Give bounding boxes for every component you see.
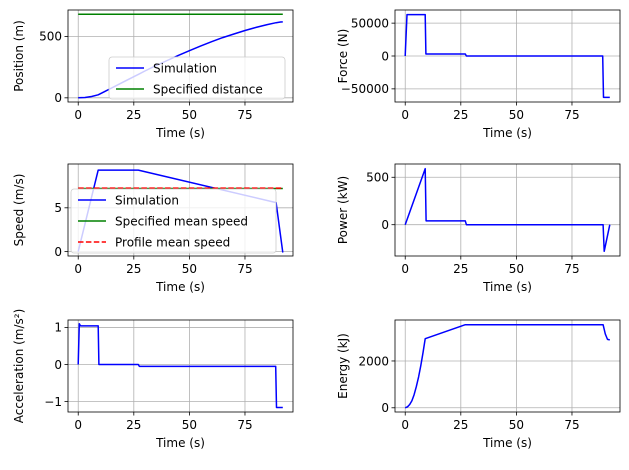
force-y-axis-label: Force (N) — [336, 29, 350, 84]
legend-label: Simulation — [153, 61, 217, 75]
position-legend: Simulation Specified distance — [108, 56, 286, 100]
acceleration-subplot: 0 25 50 75 −1 0 1 Time (s) Acceleration (m/s²) — [12, 309, 294, 450]
acceleration-series-0-line — [77, 322, 283, 409]
speed-x-axis-label: Time (s) — [155, 280, 205, 294]
energy-subplot: 0 25 50 75 0 2000 Time (s) Energy (kJ) — [336, 319, 621, 450]
y-tick-label: 5 — [54, 201, 62, 215]
x-tick-label: 75 — [564, 262, 579, 276]
x-tick-label: 50 — [509, 262, 524, 276]
power-axes-frame — [394, 163, 621, 257]
force-subplot: 0 25 50 75 −50000 0 50000 Time (s) Force (N) — [336, 9, 621, 140]
y-tick-label: −1 — [44, 395, 62, 409]
speed-axes-frame — [67, 163, 294, 257]
acceleration-axes-frame — [67, 319, 294, 413]
acceleration-y-axis-label: Acceleration (m/s²) — [12, 309, 26, 424]
x-tick-label: 50 — [182, 108, 197, 122]
energy-axes-frame — [394, 319, 621, 413]
y-tick-label: 1 — [54, 321, 62, 335]
y-tick-label: 0 — [381, 401, 389, 415]
position-axes-frame — [67, 9, 294, 103]
legend-label: Simulation — [115, 193, 179, 207]
y-tick-label: 500 — [39, 30, 62, 44]
position-y-axis-label: Position (m) — [12, 20, 26, 92]
position-x-axis-label: Time (s) — [155, 126, 205, 140]
speed-y-axis-label: Speed (m/s) — [12, 174, 26, 247]
power-series-0-line — [404, 167, 611, 253]
y-tick-label: 0 — [54, 91, 62, 105]
x-tick-label: 50 — [182, 262, 197, 276]
force-series-0-line — [404, 13, 610, 99]
speed-subplot: 0 25 50 75 0 5 Time (s) Speed (m/s) Simulation Sp… — [12, 163, 294, 294]
y-tick-label: 0 — [54, 245, 62, 259]
x-tick-label: 75 — [237, 262, 252, 276]
legend-label: Specified mean speed — [115, 214, 248, 228]
force-x-axis-label: Time (s) — [482, 126, 532, 140]
legend-box — [70, 188, 277, 254]
power-y-axis-label: Power (kW) — [336, 176, 350, 244]
y-tick-label: 500 — [366, 171, 389, 185]
speed-legend: Simulation Specified mean speed Profile me… — [70, 188, 277, 254]
x-tick-label: 25 — [126, 418, 141, 432]
x-tick-label: 25 — [126, 108, 141, 122]
x-tick-label: 0 — [401, 262, 409, 276]
x-tick-label: 50 — [509, 108, 524, 122]
x-tick-label: 0 — [74, 418, 82, 432]
energy-y-axis-label: Energy (kJ) — [336, 333, 350, 399]
acceleration-x-axis-label: Time (s) — [155, 436, 205, 450]
y-tick-label: −50000 — [341, 82, 389, 96]
x-tick-label: 25 — [126, 262, 141, 276]
y-tick-label: 50000 — [351, 16, 389, 30]
legend-label: Specified distance — [153, 82, 263, 96]
x-tick-label: 25 — [453, 108, 468, 122]
energy-x-axis-label: Time (s) — [482, 436, 532, 450]
x-tick-label: 0 — [401, 418, 409, 432]
x-tick-label: 75 — [564, 108, 579, 122]
y-tick-label: 0 — [381, 49, 389, 63]
x-tick-label: 50 — [182, 418, 197, 432]
x-tick-label: 25 — [453, 262, 468, 276]
legend-label: Profile mean speed — [115, 235, 230, 249]
x-tick-label: 0 — [74, 262, 82, 276]
x-tick-label: 0 — [401, 108, 409, 122]
legend-box — [108, 56, 286, 100]
x-tick-label: 0 — [74, 108, 82, 122]
y-tick-label: 0 — [381, 218, 389, 232]
x-tick-label: 75 — [564, 418, 579, 432]
y-tick-label: 2000 — [358, 354, 389, 368]
x-tick-label: 25 — [453, 418, 468, 432]
x-tick-label: 75 — [237, 418, 252, 432]
power-subplot: 0 25 50 75 0 500 Time (s) Power (kW) — [336, 163, 621, 294]
power-x-axis-label: Time (s) — [482, 280, 532, 294]
y-tick-label: 0 — [54, 358, 62, 372]
energy-series-0-line — [404, 323, 610, 409]
x-tick-label: 50 — [509, 418, 524, 432]
position-subplot: 0 25 50 75 0 500 Time (s) Position (m) Simulatio… — [12, 9, 294, 140]
x-tick-label: 75 — [237, 108, 252, 122]
